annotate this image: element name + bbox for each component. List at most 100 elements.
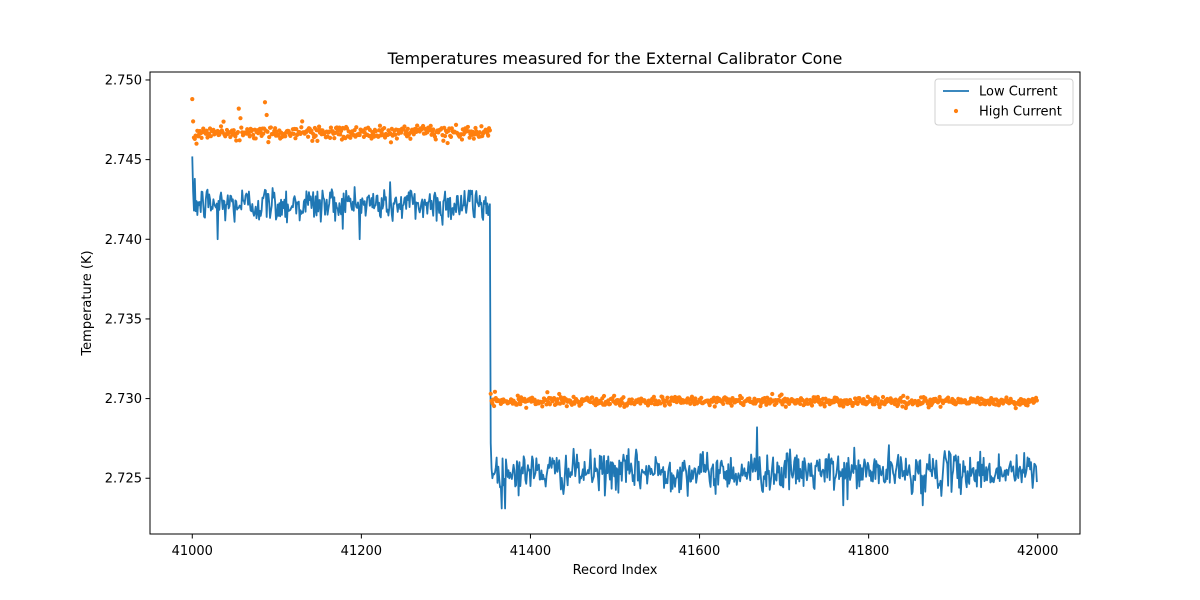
scatter-point — [804, 397, 810, 402]
scatter-point — [872, 402, 877, 407]
plot-frame — [149, 71, 1081, 535]
scatter-point — [428, 123, 433, 128]
scatter-point — [291, 131, 296, 136]
scatter-point — [194, 141, 199, 146]
scatter-point — [388, 130, 393, 136]
x-axis-label: Record Index — [573, 563, 658, 578]
scatter-point — [487, 128, 492, 133]
scatter-point — [433, 137, 438, 142]
scatter-point — [402, 124, 407, 129]
scatter-point — [770, 391, 775, 397]
scatter-point — [208, 134, 213, 139]
scatter-point — [779, 392, 784, 397]
scatter-point — [946, 395, 951, 400]
scatter-point — [315, 138, 320, 143]
scatter-point — [515, 393, 520, 398]
scatter-point — [408, 136, 413, 141]
scatter-point — [306, 134, 311, 139]
scatter-point — [590, 395, 595, 400]
scatter-point — [399, 130, 404, 135]
chart-title: Temperatures measured for the External C… — [387, 49, 843, 68]
scatter-point — [357, 132, 362, 138]
legend-label: High Current — [979, 105, 1062, 120]
scatter-point — [699, 395, 704, 400]
scatter-point — [467, 135, 472, 140]
series-points-high-current — [190, 96, 1039, 411]
scatter-point — [204, 128, 209, 133]
scatter-point — [798, 401, 803, 406]
scatter-point — [221, 119, 226, 124]
x-axis: 41000 41200 41400 41600 41800 42000 — [172, 534, 1058, 559]
y-tick-label: 2.735 — [105, 312, 142, 327]
scatter-point — [471, 136, 476, 141]
scatter-point — [901, 393, 906, 398]
legend: Low Current High Current — [934, 78, 1074, 126]
series-layer — [190, 96, 1039, 510]
y-axis: 2.725 2.730 2.735 2.740 2.745 2.750 — [105, 73, 150, 487]
scatter-point — [707, 403, 712, 408]
scatter-point — [262, 100, 268, 105]
scatter-point — [817, 397, 822, 403]
scatter-point — [855, 401, 860, 406]
scatter-point — [841, 404, 846, 409]
scatter-point — [316, 124, 322, 129]
scatter-point — [555, 397, 560, 402]
scatter-point — [191, 119, 196, 124]
scatter-point — [192, 136, 197, 142]
scatter-point — [465, 124, 470, 130]
scatter-point — [938, 404, 943, 409]
scatter-point — [388, 140, 394, 145]
legend-label: Low Current — [979, 85, 1058, 100]
scatter-point — [393, 132, 398, 137]
scatter-point — [327, 135, 333, 140]
scatter-point — [684, 400, 689, 405]
scatter-point — [415, 123, 420, 128]
y-tick-label: 2.730 — [105, 392, 142, 407]
scatter-point — [486, 133, 491, 138]
scatter-point — [283, 134, 288, 139]
scatter-point — [261, 131, 266, 136]
scatter-point — [875, 396, 881, 401]
scatter-point — [218, 124, 224, 129]
scatter-point — [612, 393, 617, 398]
scatter-point — [693, 396, 698, 401]
x-tick-label: 41800 — [848, 544, 889, 559]
scatter-point — [382, 125, 387, 131]
scatter-point — [377, 123, 383, 128]
scatter-point — [234, 138, 239, 143]
scatter-point — [896, 402, 901, 407]
scatter-point — [239, 125, 244, 130]
scatter-point — [233, 134, 238, 139]
scatter-point — [662, 403, 667, 408]
x-tick-label: 42000 — [1017, 544, 1058, 559]
scatter-point — [492, 389, 498, 394]
scatter-point — [405, 126, 410, 131]
scatter-point — [667, 402, 673, 407]
x-tick-label: 41400 — [510, 544, 551, 559]
scatter-point — [601, 393, 607, 399]
scatter-point — [338, 132, 343, 137]
scatter-point — [711, 395, 717, 400]
scatter-point — [492, 403, 497, 409]
scatter-point — [348, 135, 353, 140]
scatter-point — [300, 119, 305, 124]
scatter-point — [739, 395, 744, 401]
scatter-point — [1025, 403, 1030, 408]
scatter-point — [629, 397, 635, 402]
scatter-point — [201, 126, 206, 131]
scatter-point — [441, 138, 446, 143]
scatter-point — [1013, 406, 1018, 411]
scatter-point — [540, 404, 545, 409]
scatter-point — [607, 401, 613, 407]
scatter-point — [937, 394, 942, 400]
scatter-point — [613, 401, 618, 406]
legend-swatch-dot — [953, 108, 959, 114]
scatter-point — [445, 140, 450, 146]
series-line-low-current — [191, 156, 1038, 510]
scatter-point — [299, 125, 304, 130]
legend-box — [934, 78, 1074, 126]
scatter-point — [721, 401, 726, 407]
x-tick-label: 41600 — [679, 544, 720, 559]
y-tick-label: 2.740 — [105, 233, 142, 248]
